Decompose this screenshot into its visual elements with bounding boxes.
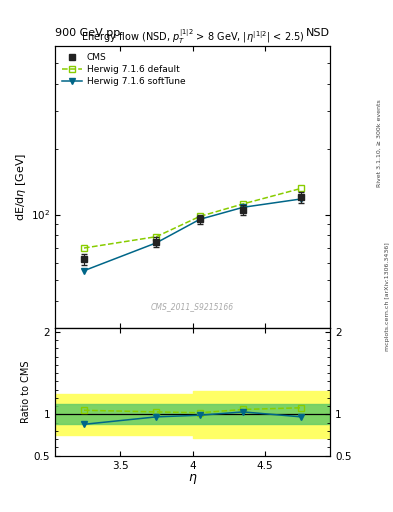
Legend: CMS, Herwig 7.1.6 default, Herwig 7.1.6 softTune: CMS, Herwig 7.1.6 default, Herwig 7.1.6 … (59, 51, 188, 89)
Text: mcplots.cern.ch [arXiv:1306.3436]: mcplots.cern.ch [arXiv:1306.3436] (385, 243, 389, 351)
Text: 900 GeV pp: 900 GeV pp (55, 28, 120, 38)
Text: Rivet 3.1.10, ≥ 300k events: Rivet 3.1.10, ≥ 300k events (377, 99, 382, 187)
Text: CMS_2011_S9215166: CMS_2011_S9215166 (151, 302, 234, 311)
Y-axis label: dE/d$\eta$ [GeV]: dE/d$\eta$ [GeV] (14, 153, 28, 221)
X-axis label: $\eta$: $\eta$ (188, 472, 197, 486)
Text: NSD: NSD (306, 28, 330, 38)
Y-axis label: Ratio to CMS: Ratio to CMS (21, 360, 31, 423)
Title: Energy flow (NSD, $p_T^{|1|2}$ > 8 GeV, $|\eta^{|1|2}|$ < 2.5): Energy flow (NSD, $p_T^{|1|2}$ > 8 GeV, … (81, 28, 304, 46)
